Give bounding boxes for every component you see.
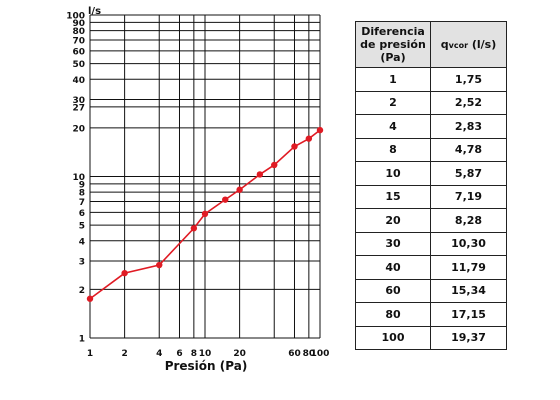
flow-cell: 2,52 <box>430 90 507 115</box>
y-tick-label: 100 <box>66 12 85 22</box>
data-point <box>236 186 243 193</box>
table-row: 30 10,30 <box>355 231 507 256</box>
pressure-cell: 80 <box>355 302 431 327</box>
y-tick-label: 7 <box>79 198 85 208</box>
x-axis-label: Presión (Pa) <box>165 359 248 373</box>
pressure-cell: 40 <box>355 255 431 280</box>
y-tick-label: 80 <box>72 27 85 37</box>
table-row: 100 19,37 <box>355 325 507 350</box>
y-tick-label: 2 <box>79 286 85 296</box>
flow-cell: 2,83 <box>430 114 507 139</box>
table-row: 2 2,52 <box>355 90 507 115</box>
y-axis-label: l/s <box>88 6 101 17</box>
x-tick-label: 1 <box>87 349 93 359</box>
data-point <box>291 143 298 150</box>
y-tick-label: 20 <box>72 124 85 134</box>
flow-series <box>86 126 324 302</box>
table-row: 80 17,15 <box>355 302 507 327</box>
table-row: 20 8,28 <box>355 208 507 233</box>
y-tick-label: 60 <box>72 47 85 57</box>
x-tick-label: 80 <box>303 349 316 359</box>
y-tick-label: 9 <box>79 180 85 190</box>
header-pressure-difference: Diferencia de presión (Pa) <box>355 21 431 68</box>
table-row: 8 4,78 <box>355 137 507 162</box>
y-tick-label: 70 <box>72 37 85 47</box>
table-row: 4 2,83 <box>355 114 507 139</box>
pressure-cell: 100 <box>355 325 431 350</box>
y-tick-label: 90 <box>72 19 85 29</box>
data-point <box>156 261 163 269</box>
pressure-cell: 20 <box>355 208 431 233</box>
pressure-cell: 1 <box>355 67 431 92</box>
x-tick-label: 2 <box>121 349 127 359</box>
x-tick-label: 100 <box>311 349 330 359</box>
y-tick-label: 40 <box>72 76 85 86</box>
flow-cell: 4,78 <box>430 137 507 162</box>
y-tick-label: 30 <box>72 96 85 106</box>
x-tick-label: 10 <box>199 349 212 359</box>
table-row: 1 1,75 <box>355 67 507 92</box>
table-header-row: Diferencia de presión (Pa) qvcor (l/s) <box>355 21 507 68</box>
data-point <box>256 171 264 178</box>
pressure-cell: 10 <box>355 161 431 186</box>
pressure-cell: 15 <box>355 184 431 209</box>
pressure-cell: 4 <box>355 114 431 139</box>
data-point <box>305 135 313 142</box>
flow-cell: 5,87 <box>430 161 507 186</box>
header-flow-subscript: vcor <box>448 40 469 50</box>
flow-cell: 15,34 <box>430 278 507 303</box>
flow-cell: 19,37 <box>430 325 507 350</box>
flow-cell: 17,15 <box>430 302 507 327</box>
chart-grid <box>89 14 321 339</box>
pressure-cell: 8 <box>355 137 431 162</box>
header-flow-rate: qvcor (l/s) <box>430 21 507 68</box>
data-point <box>316 126 324 134</box>
y-tick-label: 27 <box>72 103 85 113</box>
data-point <box>190 225 198 232</box>
y-tick-label: 6 <box>79 209 85 219</box>
x-tick-label: 6 <box>176 349 182 359</box>
y-tick-label: 10 <box>72 173 85 183</box>
data-point <box>201 210 209 218</box>
pressure-cell: 2 <box>355 90 431 115</box>
y-tick-label: 4 <box>79 237 85 247</box>
data-point <box>271 161 278 169</box>
x-tick-label: 4 <box>156 349 162 359</box>
y-tick-label: 3 <box>79 257 85 267</box>
pressure-cell: 60 <box>355 278 431 303</box>
pressure-cell: 30 <box>355 231 431 256</box>
table-row: 10 5,87 <box>355 161 507 186</box>
y-tick-label: 1 <box>79 335 85 345</box>
data-point <box>222 196 229 203</box>
flow-cell: 11,79 <box>430 255 507 280</box>
header-flow-unit: (l/s) <box>468 37 497 51</box>
x-tick-label: 60 <box>288 349 301 359</box>
table-row: 60 15,34 <box>355 278 507 303</box>
flow-cell: 10,30 <box>430 231 507 256</box>
data-point <box>121 269 128 277</box>
flow-cell: 1,75 <box>430 67 507 92</box>
header-flow-symbol: q <box>440 37 449 51</box>
flow-cell: 7,19 <box>430 184 507 209</box>
flow-cell: 8,28 <box>430 208 507 233</box>
table-row: 15 7,19 <box>355 184 507 209</box>
y-tick-label: 50 <box>72 60 85 70</box>
data-point <box>86 295 94 302</box>
y-tick-label: 8 <box>79 189 85 199</box>
y-tick-label: 5 <box>79 222 85 232</box>
x-tick-label: 8 <box>191 349 197 359</box>
table-row: 40 11,79 <box>355 255 507 280</box>
x-tick-label: 20 <box>233 349 246 359</box>
flow-table: Diferencia de presión (Pa) qvcor (l/s) 1… <box>355 21 507 350</box>
